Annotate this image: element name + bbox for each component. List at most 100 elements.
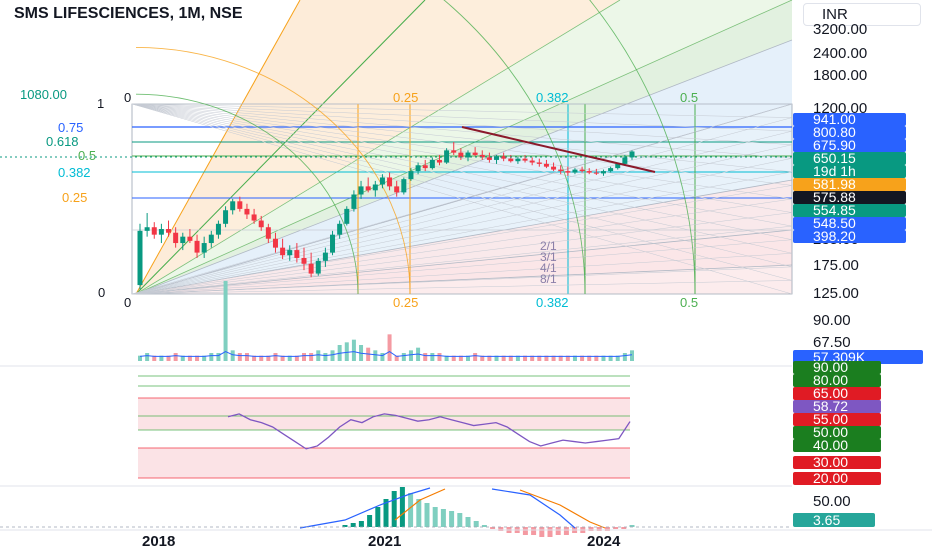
volume-bar bbox=[551, 355, 556, 361]
macd-bar bbox=[531, 527, 537, 535]
candle-body bbox=[280, 247, 286, 256]
fib-time-label: 0.5 bbox=[680, 295, 698, 310]
volume-bar bbox=[309, 353, 314, 361]
macd-line bbox=[491, 488, 576, 529]
candle-body bbox=[436, 159, 442, 163]
macd-bar bbox=[506, 527, 512, 533]
fan-line bbox=[135, 0, 426, 295]
volume-bar bbox=[444, 355, 449, 361]
macd-bar bbox=[580, 527, 586, 533]
currency-selector[interactable]: INR bbox=[803, 3, 921, 26]
fan-wedge bbox=[136, 0, 792, 294]
macd-tag bbox=[793, 513, 875, 527]
volume-bar bbox=[223, 281, 228, 361]
fib-time-label: 0.382 bbox=[536, 90, 569, 105]
macd-bar bbox=[563, 527, 569, 535]
candle-body bbox=[387, 177, 393, 187]
candle-body bbox=[615, 163, 621, 169]
macd-signal-line bbox=[519, 489, 606, 529]
candle-body bbox=[330, 234, 336, 253]
candle-body bbox=[608, 168, 614, 172]
fib-grid-line bbox=[131, 280, 793, 295]
candle-body bbox=[223, 210, 229, 224]
fan-wedge bbox=[136, 180, 792, 294]
candle-body bbox=[322, 252, 328, 261]
candle-body bbox=[251, 214, 257, 221]
volume-bar bbox=[230, 350, 235, 361]
fib-grid-line bbox=[131, 130, 793, 295]
volume-bar bbox=[173, 353, 178, 361]
fib-level-label: 0.5 bbox=[78, 148, 96, 163]
rsi-level-tag bbox=[793, 439, 881, 452]
fib-level-label: 0.25 bbox=[62, 190, 87, 205]
volume-bar bbox=[608, 355, 613, 361]
volume-bar bbox=[152, 355, 157, 361]
volume-bar bbox=[344, 342, 349, 361]
rsi-line bbox=[227, 413, 631, 450]
rsi-level-tag bbox=[793, 426, 881, 439]
fan-line bbox=[135, 39, 793, 295]
fib-level-label: 1080.00 bbox=[20, 87, 67, 102]
candle-body bbox=[372, 184, 378, 191]
fib-grid-line bbox=[131, 239, 793, 295]
macd-bar bbox=[522, 527, 528, 535]
macd-bar bbox=[596, 527, 602, 531]
price-tag bbox=[793, 126, 906, 139]
fan-line bbox=[135, 229, 793, 295]
macd-bar bbox=[416, 499, 422, 527]
price-tag-label: 554.85 bbox=[813, 202, 856, 218]
volume-bar bbox=[565, 355, 570, 361]
candle-body bbox=[558, 169, 564, 172]
macd-bar bbox=[424, 503, 430, 527]
volume-bar bbox=[487, 355, 492, 361]
candle-body bbox=[265, 227, 271, 239]
macd-bar bbox=[350, 523, 356, 527]
fib-box bbox=[131, 103, 793, 295]
rsi-level-tag bbox=[793, 387, 881, 400]
y-axis-tick: 90.00 bbox=[813, 312, 851, 329]
fan-ratio-label: 8/1 bbox=[540, 272, 557, 286]
volume-bar bbox=[622, 353, 627, 361]
y-axis-tick: 235.00 bbox=[813, 231, 859, 248]
candle-body bbox=[529, 160, 535, 163]
fib-grid-line bbox=[131, 171, 793, 295]
candle-body bbox=[351, 194, 357, 209]
fan-wedge bbox=[136, 265, 792, 294]
candle-body bbox=[451, 150, 457, 153]
volume-bar bbox=[259, 355, 264, 361]
candle-body bbox=[187, 236, 193, 241]
volume-bar bbox=[423, 353, 428, 361]
volume-tag-label: 57.309K bbox=[813, 349, 866, 365]
volume-bar bbox=[366, 347, 371, 361]
candle-body bbox=[173, 232, 179, 244]
candle-body bbox=[579, 169, 585, 172]
fib-grid-line bbox=[131, 103, 793, 132]
candle-body bbox=[586, 171, 592, 173]
macd-bar bbox=[481, 525, 487, 527]
macd-bar bbox=[621, 527, 627, 529]
price-tag-label: 675.90 bbox=[813, 137, 856, 153]
macd-bar bbox=[547, 527, 553, 537]
volume-bar bbox=[430, 353, 435, 361]
volume-bar bbox=[537, 355, 542, 361]
candle-body bbox=[501, 156, 507, 159]
price-tag bbox=[793, 139, 906, 152]
candle-body bbox=[308, 263, 314, 274]
volume-bar bbox=[451, 355, 456, 361]
fib-grid-line bbox=[131, 158, 793, 295]
fib-grid-line bbox=[131, 103, 793, 186]
candle-body bbox=[408, 171, 414, 180]
fib-grid-line bbox=[131, 103, 793, 173]
volume-bar bbox=[515, 355, 520, 361]
candle-body bbox=[166, 229, 172, 233]
candle-body bbox=[315, 260, 321, 274]
candle-body bbox=[593, 172, 599, 174]
volume-bar bbox=[615, 355, 620, 361]
volume-bar bbox=[401, 353, 406, 361]
price-tag bbox=[793, 204, 906, 217]
fan-line bbox=[135, 0, 301, 295]
volume-bar bbox=[244, 353, 249, 361]
fan-ratio-label: 4/1 bbox=[540, 261, 557, 275]
candle-body bbox=[629, 151, 635, 158]
